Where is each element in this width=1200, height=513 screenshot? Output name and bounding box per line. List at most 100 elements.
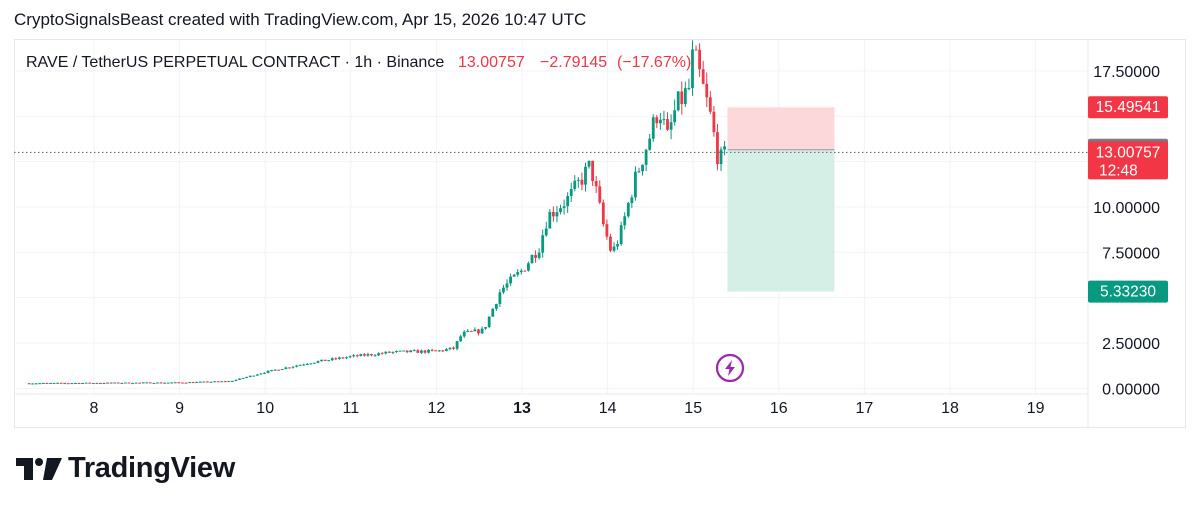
candle-body — [223, 381, 227, 383]
candle-body — [559, 208, 562, 213]
candle-body — [45, 382, 49, 384]
candle-body — [113, 382, 117, 384]
y-tick-label: 10.00000 — [1093, 200, 1160, 217]
x-tick-label: 13 — [513, 400, 531, 417]
candle-body — [320, 359, 323, 362]
candle-body — [327, 360, 331, 362]
candle-body — [34, 383, 38, 385]
candle-body — [694, 49, 698, 51]
candle-body — [658, 119, 662, 124]
candle-body — [516, 272, 520, 275]
tradingview-logo[interactable]: TradingView — [16, 452, 235, 485]
candle-body — [341, 357, 345, 359]
x-tick-label: 12 — [428, 400, 446, 417]
candle-body — [666, 119, 669, 130]
candle-body — [298, 364, 302, 366]
candle-body — [566, 196, 570, 207]
candle-body — [537, 252, 541, 258]
candle-body — [469, 330, 473, 332]
candle-body — [609, 236, 612, 251]
last-price-label: 13.00757 — [1096, 144, 1161, 161]
x-tick-label: 14 — [599, 400, 617, 417]
candle-body — [248, 375, 252, 377]
candle-body — [334, 358, 338, 360]
candle-body — [127, 382, 131, 384]
target-price-tag — [1088, 280, 1168, 303]
candle-body — [95, 382, 99, 384]
candle-body — [305, 363, 309, 365]
candle-body — [680, 91, 684, 105]
legend-title: RAVE / TetherUS PERPETUAL CONTRACT · 1h … — [26, 54, 444, 71]
candle-body — [213, 381, 216, 383]
candle-body — [266, 370, 270, 373]
candle-body — [644, 149, 648, 165]
candle-body — [641, 164, 644, 172]
candle-body — [348, 356, 352, 358]
candle-body — [152, 383, 156, 385]
candle-body — [612, 246, 616, 251]
candle-body — [116, 382, 120, 384]
candle-body — [705, 83, 709, 98]
candle-body — [669, 122, 673, 130]
candle-body — [131, 383, 134, 385]
candle-body — [637, 171, 641, 173]
candle-body — [191, 382, 195, 384]
candle-body — [198, 381, 202, 383]
candle-body — [159, 382, 163, 384]
candle-body — [544, 228, 548, 236]
candle-body — [387, 351, 391, 353]
candle-body — [427, 349, 430, 353]
candle-body — [138, 382, 142, 384]
candle-body — [719, 149, 723, 165]
take-profit-zone — [727, 149, 835, 292]
candle-body — [313, 362, 316, 364]
candle-body — [651, 117, 655, 139]
candle-body — [27, 383, 31, 385]
y-tick-label: 0.00000 — [1102, 381, 1160, 398]
candle-body — [466, 330, 470, 332]
candle-body — [145, 382, 149, 384]
candle-body — [91, 382, 95, 384]
candle-body — [548, 211, 552, 229]
candle-body — [601, 202, 605, 225]
candle-body — [227, 381, 231, 383]
candle-body — [683, 88, 687, 105]
candle-body — [59, 382, 63, 384]
x-tick-label: 9 — [175, 400, 184, 417]
candle-body — [605, 224, 609, 237]
y-tick-label: 7.50000 — [1102, 245, 1160, 262]
candle-body — [398, 350, 402, 352]
candle-body — [512, 274, 516, 277]
candle-body — [551, 211, 555, 217]
candle-body — [252, 375, 256, 377]
candle-body — [188, 382, 191, 384]
candle-body — [462, 331, 466, 337]
chart-area[interactable] — [14, 39, 1186, 428]
price-chart[interactable]: 0.00000 2.50000 7.50000 10.00000 17.50000 8 9 1… — [0, 0, 1200, 440]
candle-body — [587, 160, 591, 167]
x-tick-label: 17 — [856, 400, 874, 417]
alert-bolt-icon[interactable] — [715, 353, 745, 383]
candle-body — [626, 203, 630, 217]
candle-body — [123, 382, 127, 384]
candle-body — [527, 263, 530, 271]
candle-body — [534, 255, 537, 258]
candle-body — [52, 382, 56, 384]
candle-body — [395, 350, 398, 352]
candle-body — [255, 374, 259, 376]
candle-body — [505, 283, 509, 288]
candle-body — [420, 350, 423, 353]
candle-body — [723, 146, 726, 150]
candle-body — [584, 166, 587, 185]
candle-body — [562, 206, 566, 209]
candle-body — [177, 382, 181, 384]
candle-body — [41, 382, 45, 384]
grid-lines — [14, 40, 1088, 394]
candle-body — [316, 361, 320, 363]
last-price-tag — [1088, 141, 1168, 180]
candle-body — [448, 347, 452, 350]
candle-body — [698, 49, 702, 70]
candle-body — [66, 383, 70, 385]
candle-body — [523, 270, 527, 272]
candle-body — [31, 383, 35, 385]
